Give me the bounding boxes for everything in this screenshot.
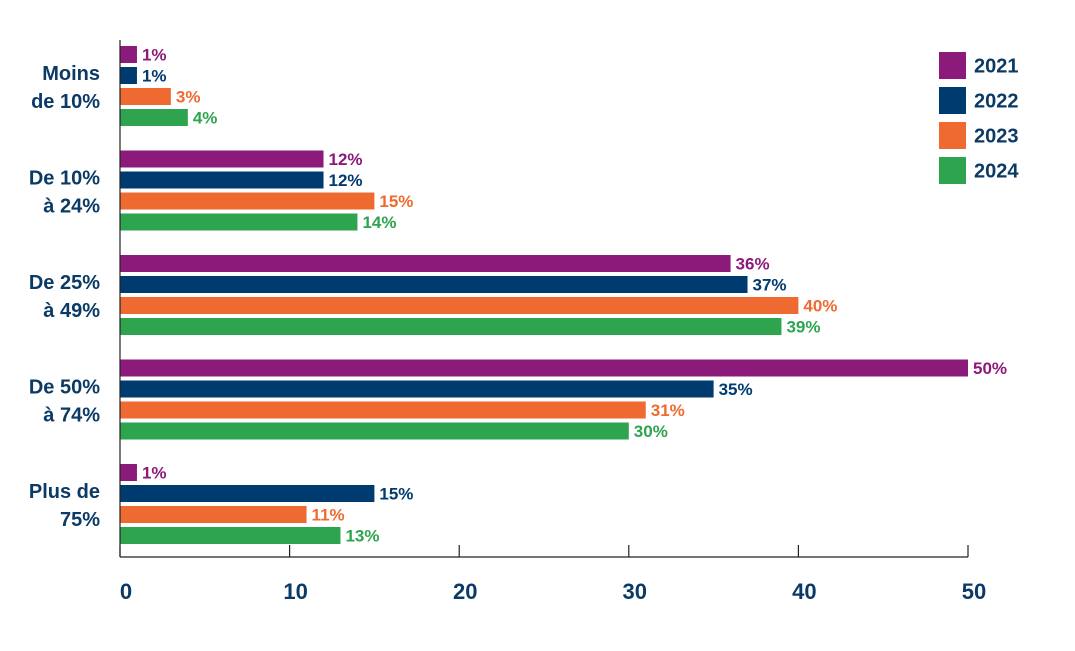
bar-2022-cat-4 — [120, 485, 375, 502]
bar-2024-cat-3 — [120, 422, 629, 440]
bar-2023-cat-3 — [120, 401, 646, 419]
category-label-1-line-0: De 10% — [29, 168, 100, 190]
category-label-4-line-1: 75% — [60, 509, 100, 531]
bar-2024-cat-0 — [120, 109, 188, 126]
x-tick-label-3: 30 — [623, 579, 647, 604]
data-label-2021-cat-3: 50% — [973, 359, 1007, 378]
data-label-2024-cat-2: 39% — [786, 318, 820, 337]
legend-label-2021: 2021 — [974, 56, 1019, 78]
bar-2023-cat-2 — [120, 297, 799, 314]
x-tick-label-5: 50 — [962, 579, 986, 604]
bar-2023-cat-1 — [120, 192, 375, 210]
category-label-3-line-0: De 50% — [29, 377, 100, 399]
bar-2021-cat-4 — [120, 464, 137, 481]
data-label-2022-cat-2: 37% — [753, 276, 787, 295]
x-tick-label-0: 0 — [120, 579, 132, 604]
data-label-2023-cat-0: 3% — [176, 88, 201, 107]
data-label-2023-cat-4: 11% — [312, 506, 345, 525]
category-label-3-line-1: à 74% — [43, 405, 100, 427]
legend-label-2022: 2022 — [974, 91, 1019, 113]
data-label-2022-cat-3: 35% — [719, 380, 753, 399]
data-label-2024-cat-0: 4% — [193, 109, 218, 128]
x-tick-label-4: 40 — [792, 579, 816, 604]
bar-2024-cat-2 — [120, 318, 782, 335]
bar-2024-cat-4 — [120, 527, 341, 544]
data-label-2023-cat-2: 40% — [803, 297, 837, 316]
data-label-2022-cat-1: 12% — [329, 171, 363, 190]
legend-swatch-2024 — [939, 157, 966, 184]
data-label-2021-cat-0: 1% — [142, 46, 167, 65]
bar-2021-cat-0 — [120, 46, 137, 63]
category-label-1-line-1: à 24% — [43, 196, 100, 218]
legend-swatch-2022 — [939, 87, 966, 114]
bar-2024-cat-1 — [120, 213, 358, 231]
legend-swatch-2021 — [939, 52, 966, 79]
data-label-2024-cat-4: 13% — [345, 527, 379, 546]
bar-2022-cat-0 — [120, 67, 137, 84]
data-label-2022-cat-4: 15% — [379, 485, 413, 504]
data-label-2024-cat-3: 30% — [634, 422, 668, 441]
data-label-2023-cat-1: 15% — [379, 192, 413, 211]
legend: 2021 2022 2023 2024 — [939, 52, 1019, 184]
bar-2023-cat-4 — [120, 506, 307, 523]
bar-2021-cat-2 — [120, 255, 731, 272]
bar-2021-cat-1 — [120, 150, 324, 168]
x-axis: 0 10 20 30 40 50 — [119, 40, 986, 604]
category-label-4-line-0: Plus de — [29, 481, 100, 503]
category-label-2-line-1: à 49% — [43, 300, 100, 322]
bar-2022-cat-1 — [120, 171, 324, 189]
x-tick-label-2: 20 — [453, 579, 477, 604]
data-label-2024-cat-1: 14% — [362, 213, 396, 232]
bar-2022-cat-3 — [120, 380, 714, 398]
bar-2021-cat-3 — [120, 359, 968, 377]
legend-swatch-2023 — [939, 122, 966, 149]
bars: 1% 1% 3% 4% 12% 12% 15% 14% 36% 37% 40% 39% 50% 35% 31… — [120, 46, 1007, 546]
category-label-0-line-0: Moins — [42, 63, 100, 85]
data-label-2021-cat-1: 12% — [329, 150, 363, 169]
legend-label-2024: 2024 — [974, 161, 1019, 183]
data-label-2022-cat-0: 1% — [142, 67, 167, 86]
category-labels: Moins de 10% De 10% à 24% De 25% à 49% De 50% à… — [29, 63, 100, 531]
data-label-2021-cat-4: 1% — [142, 464, 167, 483]
data-label-2023-cat-3: 31% — [651, 401, 685, 420]
bar-2023-cat-0 — [120, 88, 171, 105]
data-label-2021-cat-2: 36% — [736, 255, 770, 274]
legend-label-2023: 2023 — [974, 126, 1019, 148]
bar-2022-cat-2 — [120, 276, 748, 293]
x-tick-label-1: 10 — [283, 579, 307, 604]
category-label-0-line-1: de 10% — [31, 91, 100, 113]
category-label-2-line-0: De 25% — [29, 272, 100, 294]
